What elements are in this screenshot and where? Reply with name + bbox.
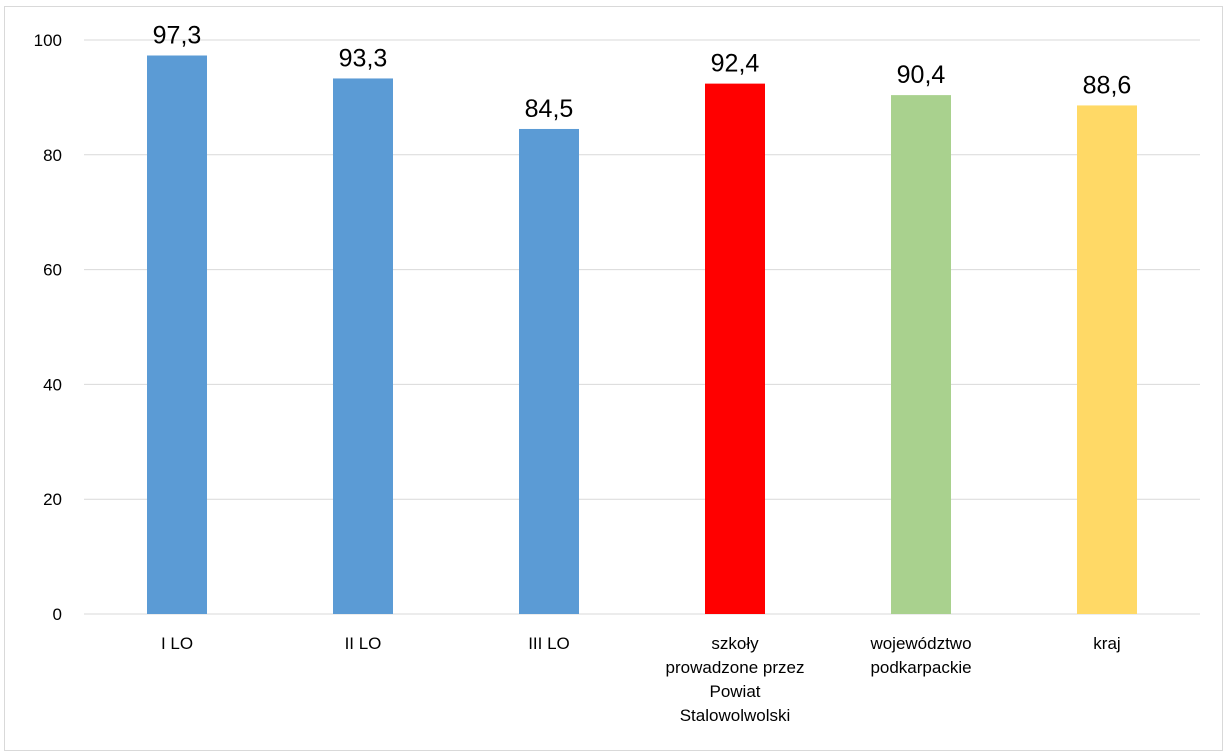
category-label-line: II LO [345, 634, 382, 653]
data-labels: 97,3 93,3 84,5 92,4 90,4 88,6 [153, 21, 1132, 122]
y-tick-label: 60 [43, 261, 62, 280]
category-label-line: województwo [869, 634, 971, 653]
category-label-line: kraj [1093, 634, 1120, 653]
bar [519, 128, 579, 614]
bar [1077, 105, 1137, 614]
chart-frame [4, 6, 1223, 751]
y-axis-tick-labels: 0 20 40 60 80 100 [34, 31, 62, 624]
bar [333, 78, 393, 614]
category-label: województwo podkarpackie [869, 634, 971, 677]
bar [147, 55, 207, 615]
bar [705, 83, 765, 614]
y-tick-label: 80 [43, 146, 62, 165]
y-tick-label: 40 [43, 375, 62, 394]
category-label-line: I LO [161, 634, 193, 653]
category-label-line: III LO [528, 634, 570, 653]
category-label: szkoły prowadzone przez Powiat Stalowolwols… [666, 634, 805, 725]
data-label: 84,5 [525, 95, 574, 123]
data-label: 88,6 [1083, 71, 1132, 99]
y-tick-label: 0 [53, 605, 62, 624]
data-label: 90,4 [897, 61, 946, 89]
gridlines [84, 39, 1200, 615]
x-axis-category-labels: I LO II LO III LO szkoły prowadzone przez Pow… [161, 634, 1121, 725]
category-label-line: Stalowolwolski [680, 706, 791, 725]
category-label-line: Powiat [709, 682, 760, 701]
bars [147, 55, 1137, 615]
data-label: 93,3 [339, 44, 388, 72]
category-label: kraj [1093, 634, 1120, 653]
bar [891, 95, 951, 614]
y-tick-label: 20 [43, 490, 62, 509]
category-label: II LO [345, 634, 382, 653]
y-tick-label: 100 [34, 31, 62, 50]
category-label: I LO [161, 634, 193, 653]
data-label: 92,4 [711, 50, 760, 78]
category-label-line: szkoły [711, 634, 759, 653]
data-label: 97,3 [153, 21, 202, 49]
category-label: III LO [528, 634, 570, 653]
category-label-line: prowadzone przez [666, 658, 805, 677]
category-label-line: podkarpackie [870, 658, 971, 677]
